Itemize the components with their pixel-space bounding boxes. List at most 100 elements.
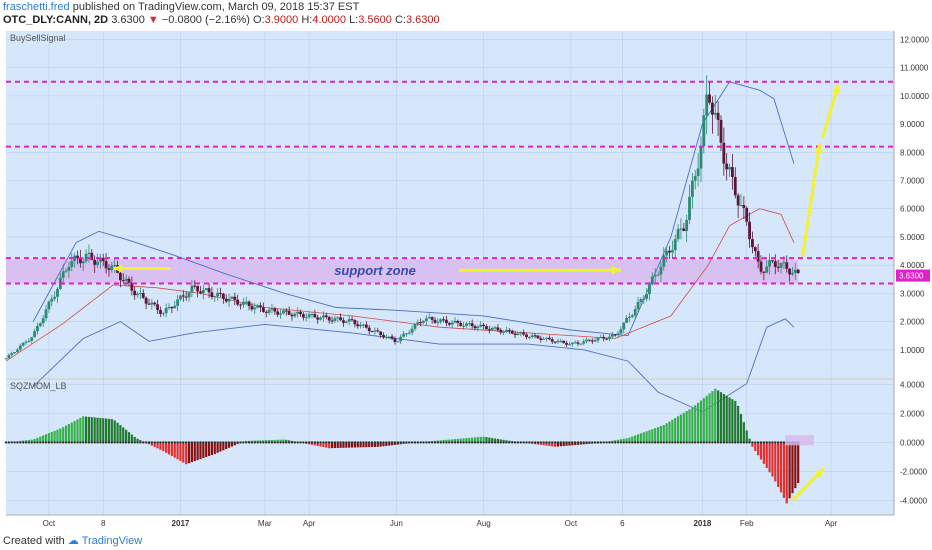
momentum-bar[interactable] — [39, 436, 42, 443]
candle-body[interactable] — [427, 317, 431, 319]
candle-body[interactable] — [756, 251, 760, 262]
candle-body[interactable] — [545, 337, 548, 339]
candle-body[interactable] — [13, 352, 16, 354]
candle-body[interactable] — [221, 293, 225, 299]
candle-body[interactable] — [159, 309, 162, 314]
momentum-bar[interactable] — [616, 439, 620, 443]
momentum-bar[interactable] — [751, 442, 754, 447]
momentum-bar[interactable] — [759, 442, 763, 460]
momentum-bar[interactable] — [328, 442, 331, 449]
momentum-bar[interactable] — [782, 442, 785, 498]
momentum-bar[interactable] — [757, 442, 760, 456]
candle-body[interactable] — [324, 315, 328, 317]
momentum-bar[interactable] — [79, 417, 82, 443]
candle-body[interactable] — [93, 259, 97, 265]
candle-body[interactable] — [36, 325, 39, 332]
momentum-bar[interactable] — [777, 442, 780, 487]
candle-body[interactable] — [96, 261, 99, 265]
candle-body[interactable] — [104, 261, 108, 269]
candle-body[interactable] — [602, 337, 606, 339]
momentum-bar[interactable] — [662, 425, 665, 443]
candle-body[interactable] — [21, 342, 25, 346]
candle-body[interactable] — [101, 257, 105, 262]
candle-body[interactable] — [568, 344, 571, 346]
candle-body[interactable] — [204, 288, 208, 290]
candle-body[interactable] — [576, 342, 580, 344]
candle-body[interactable] — [565, 342, 568, 345]
candle-body[interactable] — [705, 94, 709, 116]
momentum-bar[interactable] — [187, 442, 191, 464]
candle-body[interactable] — [16, 349, 19, 353]
candle-body[interactable] — [133, 290, 137, 296]
momentum-bar[interactable] — [694, 405, 697, 443]
momentum-bar[interactable] — [456, 438, 459, 443]
momentum-bar[interactable] — [645, 431, 648, 443]
candle-body[interactable] — [56, 288, 59, 297]
candle-body[interactable] — [696, 168, 700, 177]
momentum-bar[interactable] — [539, 442, 542, 445]
candle-body[interactable] — [313, 314, 317, 318]
candle-body[interactable] — [356, 324, 360, 327]
momentum-bar[interactable] — [654, 428, 657, 443]
candle-body[interactable] — [507, 329, 511, 331]
momentum-bar[interactable] — [353, 442, 357, 448]
candle-body[interactable] — [588, 339, 591, 341]
candle-body[interactable] — [536, 335, 540, 339]
candle-body[interactable] — [768, 260, 771, 267]
momentum-bar[interactable] — [771, 442, 774, 477]
candle-body[interactable] — [196, 285, 200, 292]
candle-body[interactable] — [713, 112, 717, 115]
candle-body[interactable] — [224, 298, 228, 302]
candle-body[interactable] — [293, 313, 297, 317]
candle-body[interactable] — [347, 319, 351, 322]
candle-body[interactable] — [527, 336, 531, 338]
momentum-bar[interactable] — [44, 434, 48, 443]
candle-body[interactable] — [745, 207, 749, 222]
candle-body[interactable] — [302, 314, 305, 318]
candle-body[interactable] — [399, 336, 403, 342]
momentum-bar[interactable] — [711, 391, 714, 443]
candle-body[interactable] — [121, 280, 125, 282]
momentum-bar[interactable] — [162, 442, 165, 452]
momentum-bar[interactable] — [496, 438, 500, 443]
momentum-bar[interactable] — [788, 442, 791, 499]
momentum-bar[interactable] — [190, 442, 193, 463]
momentum-bar[interactable] — [576, 442, 580, 445]
horizontal-levels[interactable] — [6, 80, 894, 285]
momentum-bar[interactable] — [731, 399, 734, 443]
candle-body[interactable] — [407, 332, 411, 334]
candle-body[interactable] — [270, 308, 274, 310]
momentum-bar[interactable] — [390, 442, 394, 446]
candle-body[interactable] — [470, 323, 474, 327]
candle-body[interactable] — [282, 310, 285, 314]
momentum-bar[interactable] — [310, 442, 314, 445]
momentum-bar[interactable] — [225, 442, 228, 450]
candle-body[interactable] — [739, 205, 743, 207]
candle-body[interactable] — [676, 229, 680, 240]
momentum-bar[interactable] — [659, 426, 663, 443]
momentum-bar[interactable] — [207, 442, 211, 457]
momentum-bar[interactable] — [674, 418, 677, 443]
candle-body[interactable] — [559, 340, 563, 342]
candle-body[interactable] — [276, 311, 280, 315]
candle-body[interactable] — [608, 336, 611, 339]
momentum-bar[interactable] — [471, 437, 474, 443]
candle-body[interactable] — [250, 306, 254, 310]
momentum-bar[interactable] — [696, 402, 700, 443]
momentum-bar[interactable] — [270, 439, 274, 443]
candle-body[interactable] — [762, 271, 766, 273]
annotation-arrows[interactable] — [113, 84, 840, 502]
momentum-bar[interactable] — [70, 422, 73, 443]
candle-body[interactable] — [70, 261, 74, 267]
candle-body[interactable] — [404, 333, 408, 335]
candle-body[interactable] — [685, 219, 689, 232]
momentum-bar[interactable] — [648, 430, 651, 443]
candle-body[interactable] — [213, 296, 217, 298]
candle-body[interactable] — [296, 311, 300, 314]
momentum-bar[interactable] — [479, 436, 482, 443]
price-arrow[interactable] — [821, 84, 840, 139]
momentum-bar[interactable] — [90, 417, 93, 443]
momentum-bar[interactable] — [313, 442, 316, 446]
candle-body[interactable] — [422, 320, 425, 323]
momentum-bar[interactable] — [350, 442, 354, 448]
